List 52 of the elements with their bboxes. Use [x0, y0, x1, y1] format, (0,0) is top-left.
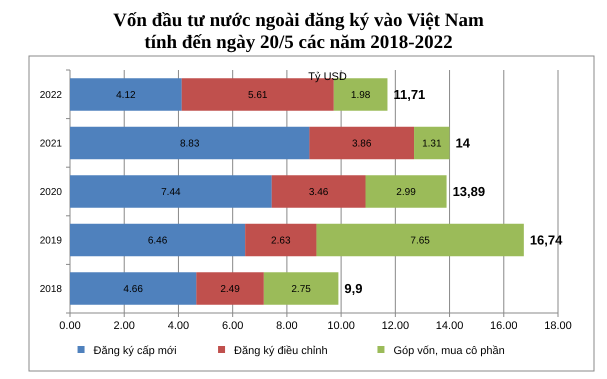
- total-label: 9,9: [344, 281, 362, 296]
- bar: [309, 126, 414, 160]
- bar: [70, 78, 182, 111]
- data-label: 2.49: [220, 284, 240, 296]
- x-tick-label: 16.00: [490, 320, 518, 332]
- bar: [366, 175, 447, 208]
- total-label: 13,89: [452, 184, 486, 200]
- data-label: 2.99: [396, 187, 416, 198]
- y-tick-label: 2018: [40, 284, 62, 296]
- bar: [245, 224, 316, 256]
- data-label: 6.46: [148, 236, 168, 247]
- bar: [272, 175, 366, 208]
- bar: [70, 126, 310, 160]
- x-tick-label: 4.00: [168, 320, 190, 332]
- data-label: 8.83: [180, 138, 200, 150]
- y-tick-label: 2021: [40, 138, 62, 150]
- data-label: 5.61: [248, 90, 268, 101]
- bar: [70, 224, 246, 256]
- data-label: 1.31: [422, 138, 442, 150]
- x-tick-label: 8.00: [276, 320, 298, 332]
- x-tick-label: 6.00: [222, 320, 244, 332]
- y-tick-label: 2019: [40, 236, 62, 247]
- data-label: 2.63: [271, 236, 291, 247]
- data-label: 4.12: [116, 90, 136, 101]
- bar: [70, 272, 196, 305]
- x-tick-label: 12.00: [382, 320, 410, 332]
- x-tick-label: 2.00: [114, 320, 135, 332]
- total-label: 11,71: [393, 87, 426, 102]
- data-label: 7.44: [161, 187, 182, 198]
- bar: [414, 126, 450, 160]
- data-label: 3.46: [308, 187, 329, 198]
- data-label: 7.65: [410, 236, 430, 247]
- bar: [196, 272, 264, 305]
- y-tick-label: 2022: [40, 90, 62, 101]
- x-tick-label: 10.00: [327, 320, 355, 332]
- chart-title: Vốn đầu tư nước ngoài đăng ký vào Việt Nam tính đến ngày 20/5 các năm 2018-2022: [113, 10, 484, 53]
- x-tick-label: 14.00: [436, 320, 464, 332]
- data-label: 3.86: [352, 138, 372, 150]
- x-tick-label: 18.00: [544, 320, 572, 332]
- legend-label: Góp vốn, mua cô phần: [393, 344, 505, 357]
- data-label: 2.75: [291, 284, 312, 296]
- y-tick-label: 2020: [40, 187, 62, 198]
- data-label: 1.98: [350, 90, 371, 101]
- bar: [264, 272, 338, 305]
- total-label: 14: [456, 136, 471, 151]
- data-label: 4.66: [123, 284, 144, 296]
- bar: [70, 175, 272, 208]
- x-tick-label: 0.00: [59, 320, 81, 332]
- legend-label: Đăng ký điều chỉnh: [234, 344, 328, 357]
- total-label: 16,74: [530, 232, 564, 248]
- legend-label: Đăng ký cấp mới: [94, 344, 177, 357]
- bar: [316, 224, 524, 256]
